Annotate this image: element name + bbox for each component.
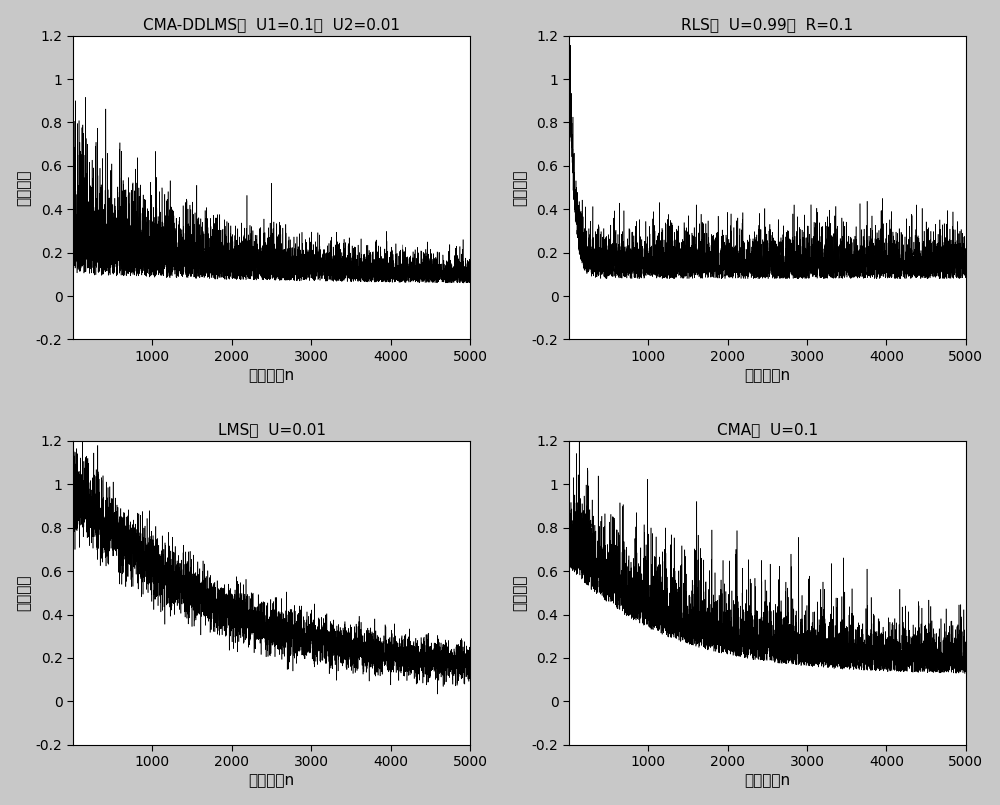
Title: CMA-DDLMS，  U1=0.1，  U2=0.01: CMA-DDLMS， U1=0.1， U2=0.01 <box>143 17 400 31</box>
X-axis label: 迭代次数n: 迭代次数n <box>744 774 790 788</box>
Y-axis label: 误差幅度: 误差幅度 <box>17 169 32 206</box>
X-axis label: 迭代次数n: 迭代次数n <box>248 774 295 788</box>
X-axis label: 迭代次数n: 迭代次数n <box>248 368 295 383</box>
Y-axis label: 误差幅度: 误差幅度 <box>17 575 32 611</box>
X-axis label: 迭代次数n: 迭代次数n <box>744 368 790 383</box>
Title: RLS，  U=0.99，  R=0.1: RLS， U=0.99， R=0.1 <box>681 17 853 31</box>
Title: CMA，  U=0.1: CMA， U=0.1 <box>717 422 818 437</box>
Y-axis label: 误差幅度: 误差幅度 <box>512 575 528 611</box>
Title: LMS，  U=0.01: LMS， U=0.01 <box>218 422 326 437</box>
Y-axis label: 误差幅度: 误差幅度 <box>512 169 528 206</box>
